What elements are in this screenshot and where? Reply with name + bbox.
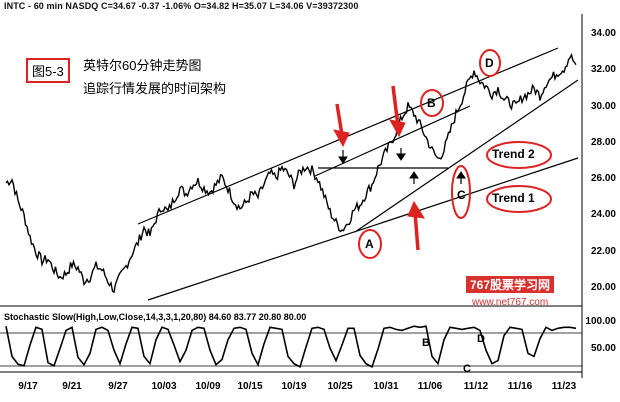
x-tick-label: 9/21 xyxy=(62,381,82,392)
price-series-line xyxy=(5,53,577,294)
black-arrow-down-1 xyxy=(338,150,348,164)
label-C: C xyxy=(457,188,466,202)
black-arrow-down-2 xyxy=(396,148,406,161)
y-tick-label: 32.00 xyxy=(590,64,616,76)
red-arrow-down-2 xyxy=(389,85,406,138)
x-tick-label: 9/17 xyxy=(18,381,38,392)
trend2-label: Trend 2 xyxy=(492,147,535,161)
x-tick-label: 11/16 xyxy=(507,381,533,392)
stochastic-guides xyxy=(0,332,582,367)
caption-line-1: 英特尔60分钟走势图 xyxy=(83,58,202,73)
figure-tag: 图5-3 xyxy=(26,58,70,83)
x-tick-label: 10/31 xyxy=(373,381,399,392)
x-tick-label: 11/23 xyxy=(551,381,577,392)
x-tick-label: 11/06 xyxy=(417,381,443,392)
chart-header: INTC - 60 min NASDQ C=34.67 -0.37 -1.06%… xyxy=(4,1,359,11)
y-tick-label: 34.00 xyxy=(590,28,616,39)
y-tick-label: 24.00 xyxy=(590,209,616,221)
x-tick-label: 10/19 xyxy=(281,381,307,392)
y-tick-label: 28.00 xyxy=(590,136,616,148)
y-tick-label: 20.00 xyxy=(590,282,616,293)
red-arrow-up xyxy=(407,200,425,251)
x-tick-label: 10/09 xyxy=(195,381,221,392)
watermark-title: 767股票学习网 xyxy=(466,276,555,293)
label-D: D xyxy=(485,56,494,70)
stoch-tick-100: 100.00 xyxy=(585,316,616,327)
label-B-circle xyxy=(420,89,444,117)
label-D-circle xyxy=(479,49,501,77)
annotations-layer xyxy=(333,49,552,259)
caption-line-2: 追踪行情发展的时间架构 xyxy=(83,81,227,96)
trend1-ellipse xyxy=(486,185,552,213)
black-arrow-up-2 xyxy=(456,171,466,184)
stoch-label-D: D xyxy=(477,333,485,345)
x-tick-label: 10/25 xyxy=(327,381,353,392)
trend1-line xyxy=(147,157,579,301)
trend1-label: Trend 1 xyxy=(492,191,535,205)
x-tick-label: 10/03 xyxy=(151,381,177,392)
stoch-tick-50: 50.00 xyxy=(590,343,616,354)
label-C-circle xyxy=(451,165,471,219)
x-tick-label: 10/15 xyxy=(237,381,263,392)
label-B: B xyxy=(427,96,436,110)
x-tick-label: 9/27 xyxy=(108,381,128,392)
label-A: A xyxy=(365,237,374,251)
y-tick-label: 30.00 xyxy=(590,100,616,112)
red-arrow-down-1 xyxy=(333,103,350,148)
stoch-label-B: B xyxy=(422,337,430,349)
stoch-label-C: C xyxy=(463,363,471,375)
watermark-url: www.net767.com xyxy=(472,297,549,308)
x-tick-label: 11/12 xyxy=(463,381,489,392)
stochastic-title: Stochastic Slow(High,Low,Close,14,3,3,1,… xyxy=(4,312,307,322)
inner-channel-line xyxy=(314,105,471,177)
trend2-line xyxy=(354,79,579,233)
y-tick-label: 22.00 xyxy=(590,245,616,257)
label-A-circle xyxy=(358,229,382,259)
y-tick-label: 26.00 xyxy=(590,173,616,185)
trend2-ellipse xyxy=(486,141,552,169)
stochastic-line xyxy=(5,325,577,368)
black-arrow-up-1 xyxy=(409,171,419,184)
